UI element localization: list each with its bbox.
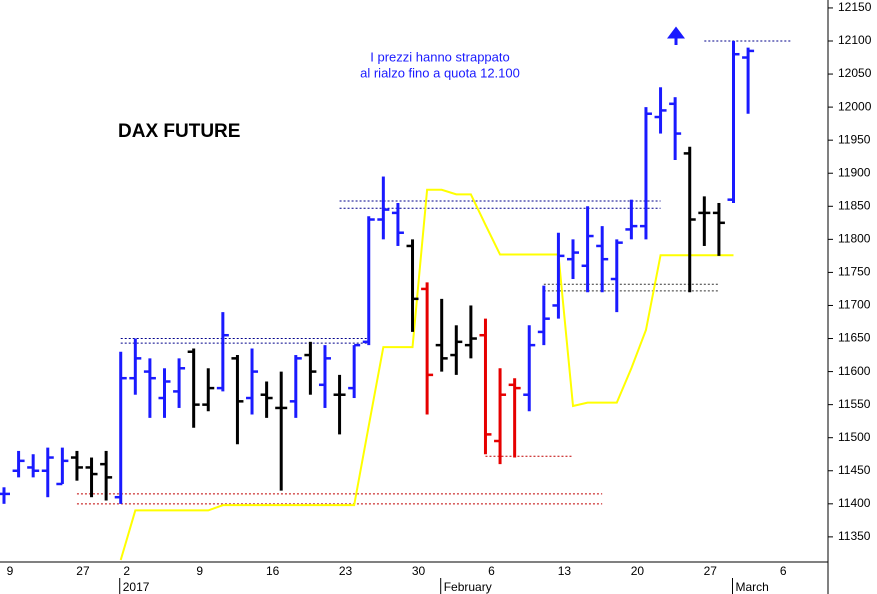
x-tick-label: 30 [412, 564, 426, 578]
y-tick-label: 11500 [838, 430, 871, 444]
x-tick-label: 9 [196, 564, 203, 578]
y-tick-label: 11700 [838, 298, 871, 312]
annotation: al rialzo fino a quota 12.100 [360, 65, 520, 80]
x-tick-label: 6 [488, 564, 495, 578]
y-tick-label: 11350 [838, 529, 871, 543]
x-tick-label: 2 [123, 564, 130, 578]
y-tick-label: 11650 [838, 331, 871, 345]
y-tick-label: 12050 [838, 66, 872, 80]
y-tick-label: 11600 [838, 364, 871, 378]
up-arrow [667, 26, 685, 45]
period-label: 2017 [123, 580, 150, 594]
x-tick-label: 13 [558, 564, 572, 578]
y-tick-label: 11900 [838, 165, 871, 179]
y-tick-label: 12100 [838, 33, 872, 47]
y-tick-label: 11800 [838, 232, 871, 246]
period-label: March [736, 580, 769, 594]
period-label: February [444, 580, 492, 594]
chart-title: DAX FUTURE [118, 121, 240, 142]
y-tick-label: 11450 [838, 463, 871, 477]
x-tick-label: 27 [76, 564, 90, 578]
average-line [119, 188, 734, 561]
x-tick-label: 6 [780, 564, 787, 578]
y-tick-label: 11550 [838, 397, 871, 411]
x-tick-label: 9 [7, 564, 14, 578]
x-tick-label: 16 [266, 564, 280, 578]
annotation: I prezzi hanno strappato [370, 49, 509, 64]
y-tick-label: 11950 [838, 132, 871, 146]
y-tick-label: 11850 [838, 198, 871, 212]
y-tick-label: 12150 [838, 0, 872, 14]
y-tick-label: 11400 [838, 496, 871, 510]
x-tick-label: 23 [339, 564, 353, 578]
y-tick-label: 11750 [838, 265, 871, 279]
x-tick-label: 20 [631, 564, 645, 578]
y-tick-label: 12000 [838, 99, 872, 113]
x-tick-label: 27 [704, 564, 718, 578]
